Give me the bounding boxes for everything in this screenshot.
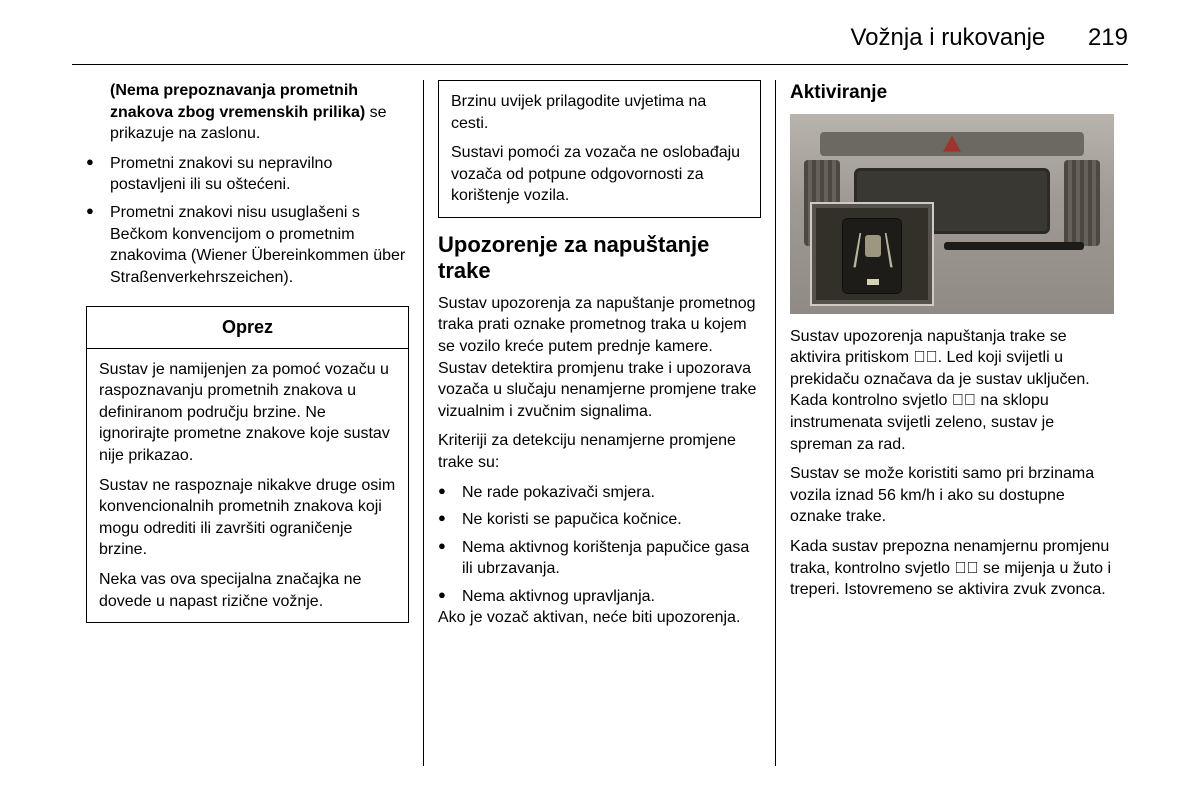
page-number: 219 <box>1088 24 1128 52</box>
caution-body: Sustav je namijenjen za pomoć vozaču u r… <box>87 349 408 623</box>
hazard-triangle-icon <box>943 136 961 152</box>
section-heading-lane-departure: Upozorenje za napuštanje trake <box>438 232 761 285</box>
caution-p2: Sustav ne raspoznaje nikakve druge osim … <box>99 475 396 561</box>
caution-box: Oprez Sustav je namijenjen za pomoć voza… <box>86 306 409 623</box>
dashboard-photo <box>790 114 1114 314</box>
caution-p1: Sustav je namijenjen za pomoć vozaču u r… <box>99 359 396 467</box>
content-columns: (Nema prepoznavanja prometnih znakova zb… <box>72 80 1128 766</box>
col3-p2: Sustav se može koristiti samo pri brzina… <box>790 463 1114 528</box>
list-item: Prometni znakovi nisu usuglašeni s Bečko… <box>86 202 409 288</box>
col2-bullets: Ne rade pokazivači smjera. Ne koristi se… <box>438 482 761 608</box>
col2-p3: Ako je vozač aktivan, neće biti upozoren… <box>438 607 761 629</box>
box-p2: Sustavi pomoći za vozača ne oslobađaju v… <box>451 142 748 207</box>
col2-p1: Sustav upozorenja za napuštanje prometno… <box>438 293 761 423</box>
list-item: Ne koristi se papučica kočnice. <box>438 509 761 531</box>
hazard-light-strip <box>820 132 1084 156</box>
subheading-activation: Aktiviranje <box>790 80 1114 106</box>
column-3: Aktiviranje Sustav upozorenja napuštanja… <box>776 80 1128 766</box>
header-title: Vožnja i rukovanje <box>850 24 1045 51</box>
lane-symbol-icon: �⃞ <box>952 392 976 409</box>
button-zoom-inset <box>812 204 932 304</box>
list-item: Prometni znakovi su nepravilno postavlje… <box>86 153 409 196</box>
intro-paragraph: (Nema prepoznavanja prometnih znakova zb… <box>110 80 409 145</box>
caution-p3: Neka vas ova specijalna značajka ne dove… <box>99 569 396 612</box>
lane-symbol-icon: �⃞ <box>914 349 938 366</box>
col1-bullets: Prometni znakovi su nepravilno postavlje… <box>86 153 409 289</box>
list-item: Nema aktivnog upravljanja. <box>438 586 761 608</box>
column-1: (Nema prepoznavanja prometnih znakova zb… <box>72 80 424 766</box>
list-item: Nema aktivnog korištenja papučice gasa i… <box>438 537 761 580</box>
continuation-box: Brzinu uvijek prilagodite uvjetima na ce… <box>438 80 761 218</box>
column-2: Brzinu uvijek prilagodite uvjetima na ce… <box>424 80 776 766</box>
caution-title: Oprez <box>87 307 408 348</box>
lane-departure-button <box>842 218 902 294</box>
intro-bold: (Nema prepoznavanja prometnih znakova zb… <box>110 82 365 121</box>
header-rule <box>72 64 1128 65</box>
col3-p1: Sustav upozorenja napuštanja trake se ak… <box>790 326 1114 456</box>
lane-symbol-icon: �⃞ <box>955 560 979 577</box>
col3-p3: Kada sustav prepozna nenamjernu promjenu… <box>790 536 1114 601</box>
page-header: Vožnja i rukovanje 219 <box>850 24 1128 52</box>
cd-slot <box>944 242 1084 250</box>
air-vent-right <box>1064 160 1100 246</box>
box-p1: Brzinu uvijek prilagodite uvjetima na ce… <box>451 91 748 134</box>
col2-p2: Kriteriji za detekciju nenamjerne promje… <box>438 430 761 473</box>
list-item: Ne rade pokazivači smjera. <box>438 482 761 504</box>
button-led-icon <box>867 279 879 285</box>
car-icon <box>865 235 881 257</box>
